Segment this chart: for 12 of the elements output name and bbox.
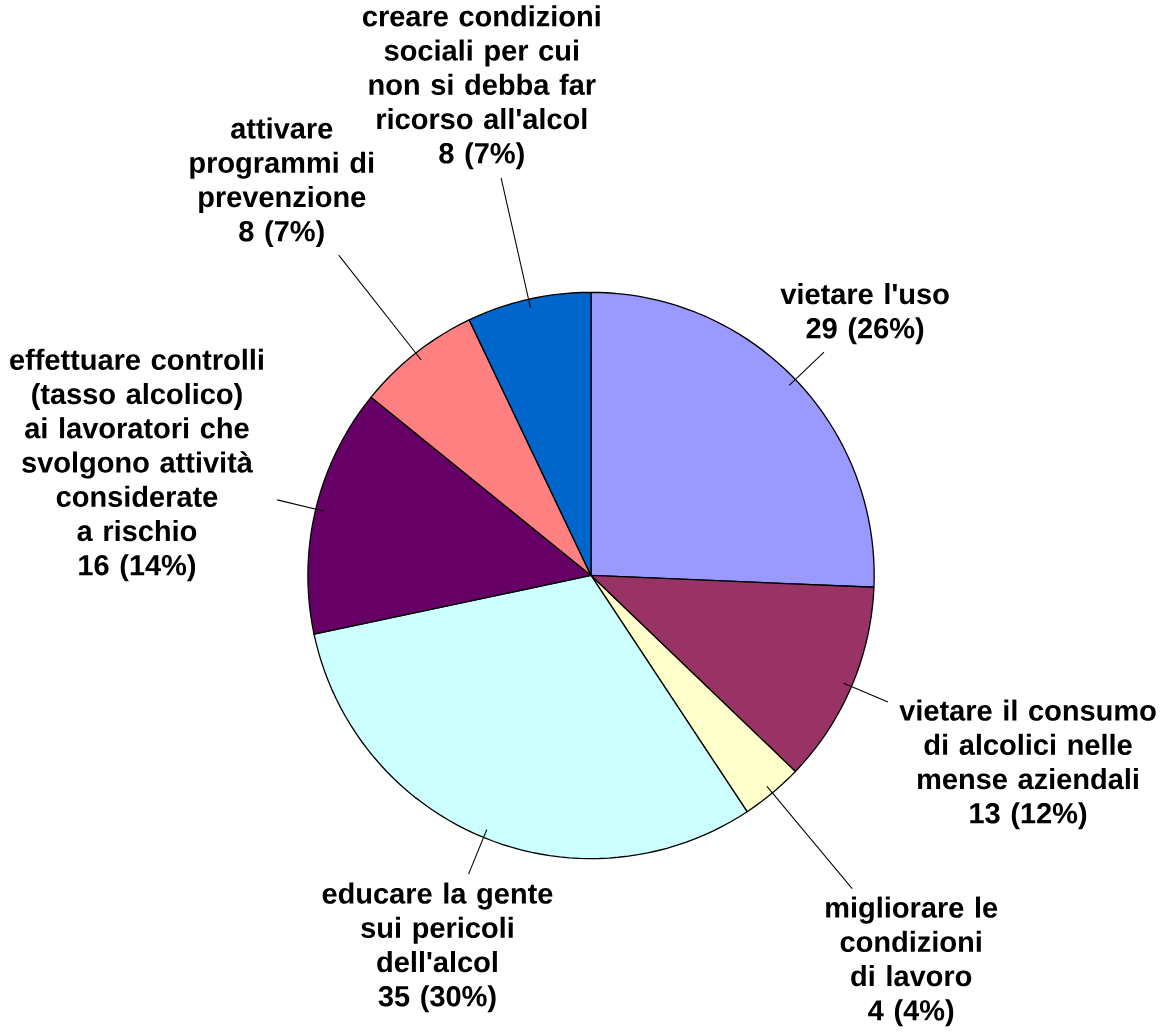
data-label: 8 (7%) — [439, 142, 524, 170]
slice-label: educare la gente sui pericoli dell'alcol — [322, 882, 553, 973]
slice-label: effettuare controlli (tasso alcolico) ai lavoratori che svolgono attività considerate a rischio — [10, 348, 263, 542]
data-label: 35 (30%) — [378, 985, 496, 1013]
data-label: 29 (26%) — [806, 317, 924, 345]
slice-label: migliorare le condizioni di lavoro — [826, 896, 998, 987]
data-label: 13 (12%) — [970, 802, 1087, 830]
slice-label: vietare l'uso — [780, 283, 949, 305]
slice-label: vietare il consumo di alcolici nelle mense aziendali — [899, 699, 1156, 790]
data-label: 8 (7%) — [239, 220, 324, 248]
data-label: 4 (4%) — [868, 999, 954, 1027]
data-label: 16 (14%) — [79, 554, 196, 582]
